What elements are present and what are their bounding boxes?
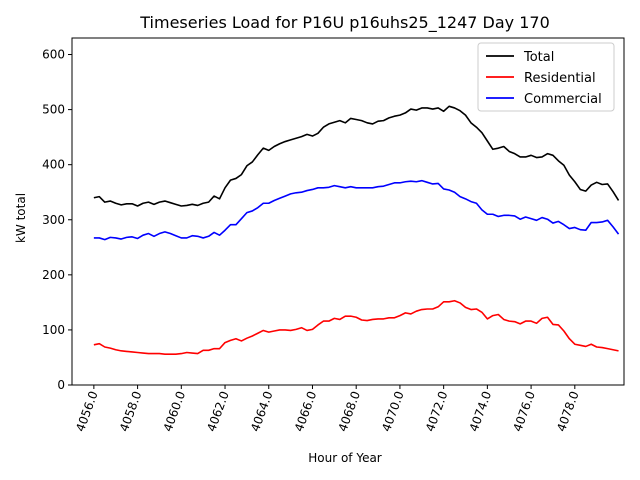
y-tick-label: 500 [42,103,65,117]
legend-label-commercial: Commercial [524,92,602,107]
axes-frame [71,37,625,386]
y-axis-label: kW total [14,193,28,243]
legend-label-residential: Residential [524,71,596,86]
chart-title: Timeseries Load for P16U p16uhs25_1247 D… [139,13,550,33]
legend-box [477,42,615,112]
legend-label-total: Total [523,50,554,65]
x-axis-label: Hour of Year [308,451,382,465]
series-line-total [93,105,620,207]
series-line-commercial [93,179,620,241]
y-tick-label: 600 [42,48,65,62]
y-tick-label: 100 [42,323,65,337]
series-lines [93,105,620,355]
y-tick-label: 400 [42,158,65,172]
series-line-residential [93,299,619,355]
y-tick-label: 300 [42,213,65,227]
y-tick-label: 0 [57,378,65,392]
y-tick-label: 200 [42,268,65,282]
legend: Total Residential Commercial [477,42,615,112]
